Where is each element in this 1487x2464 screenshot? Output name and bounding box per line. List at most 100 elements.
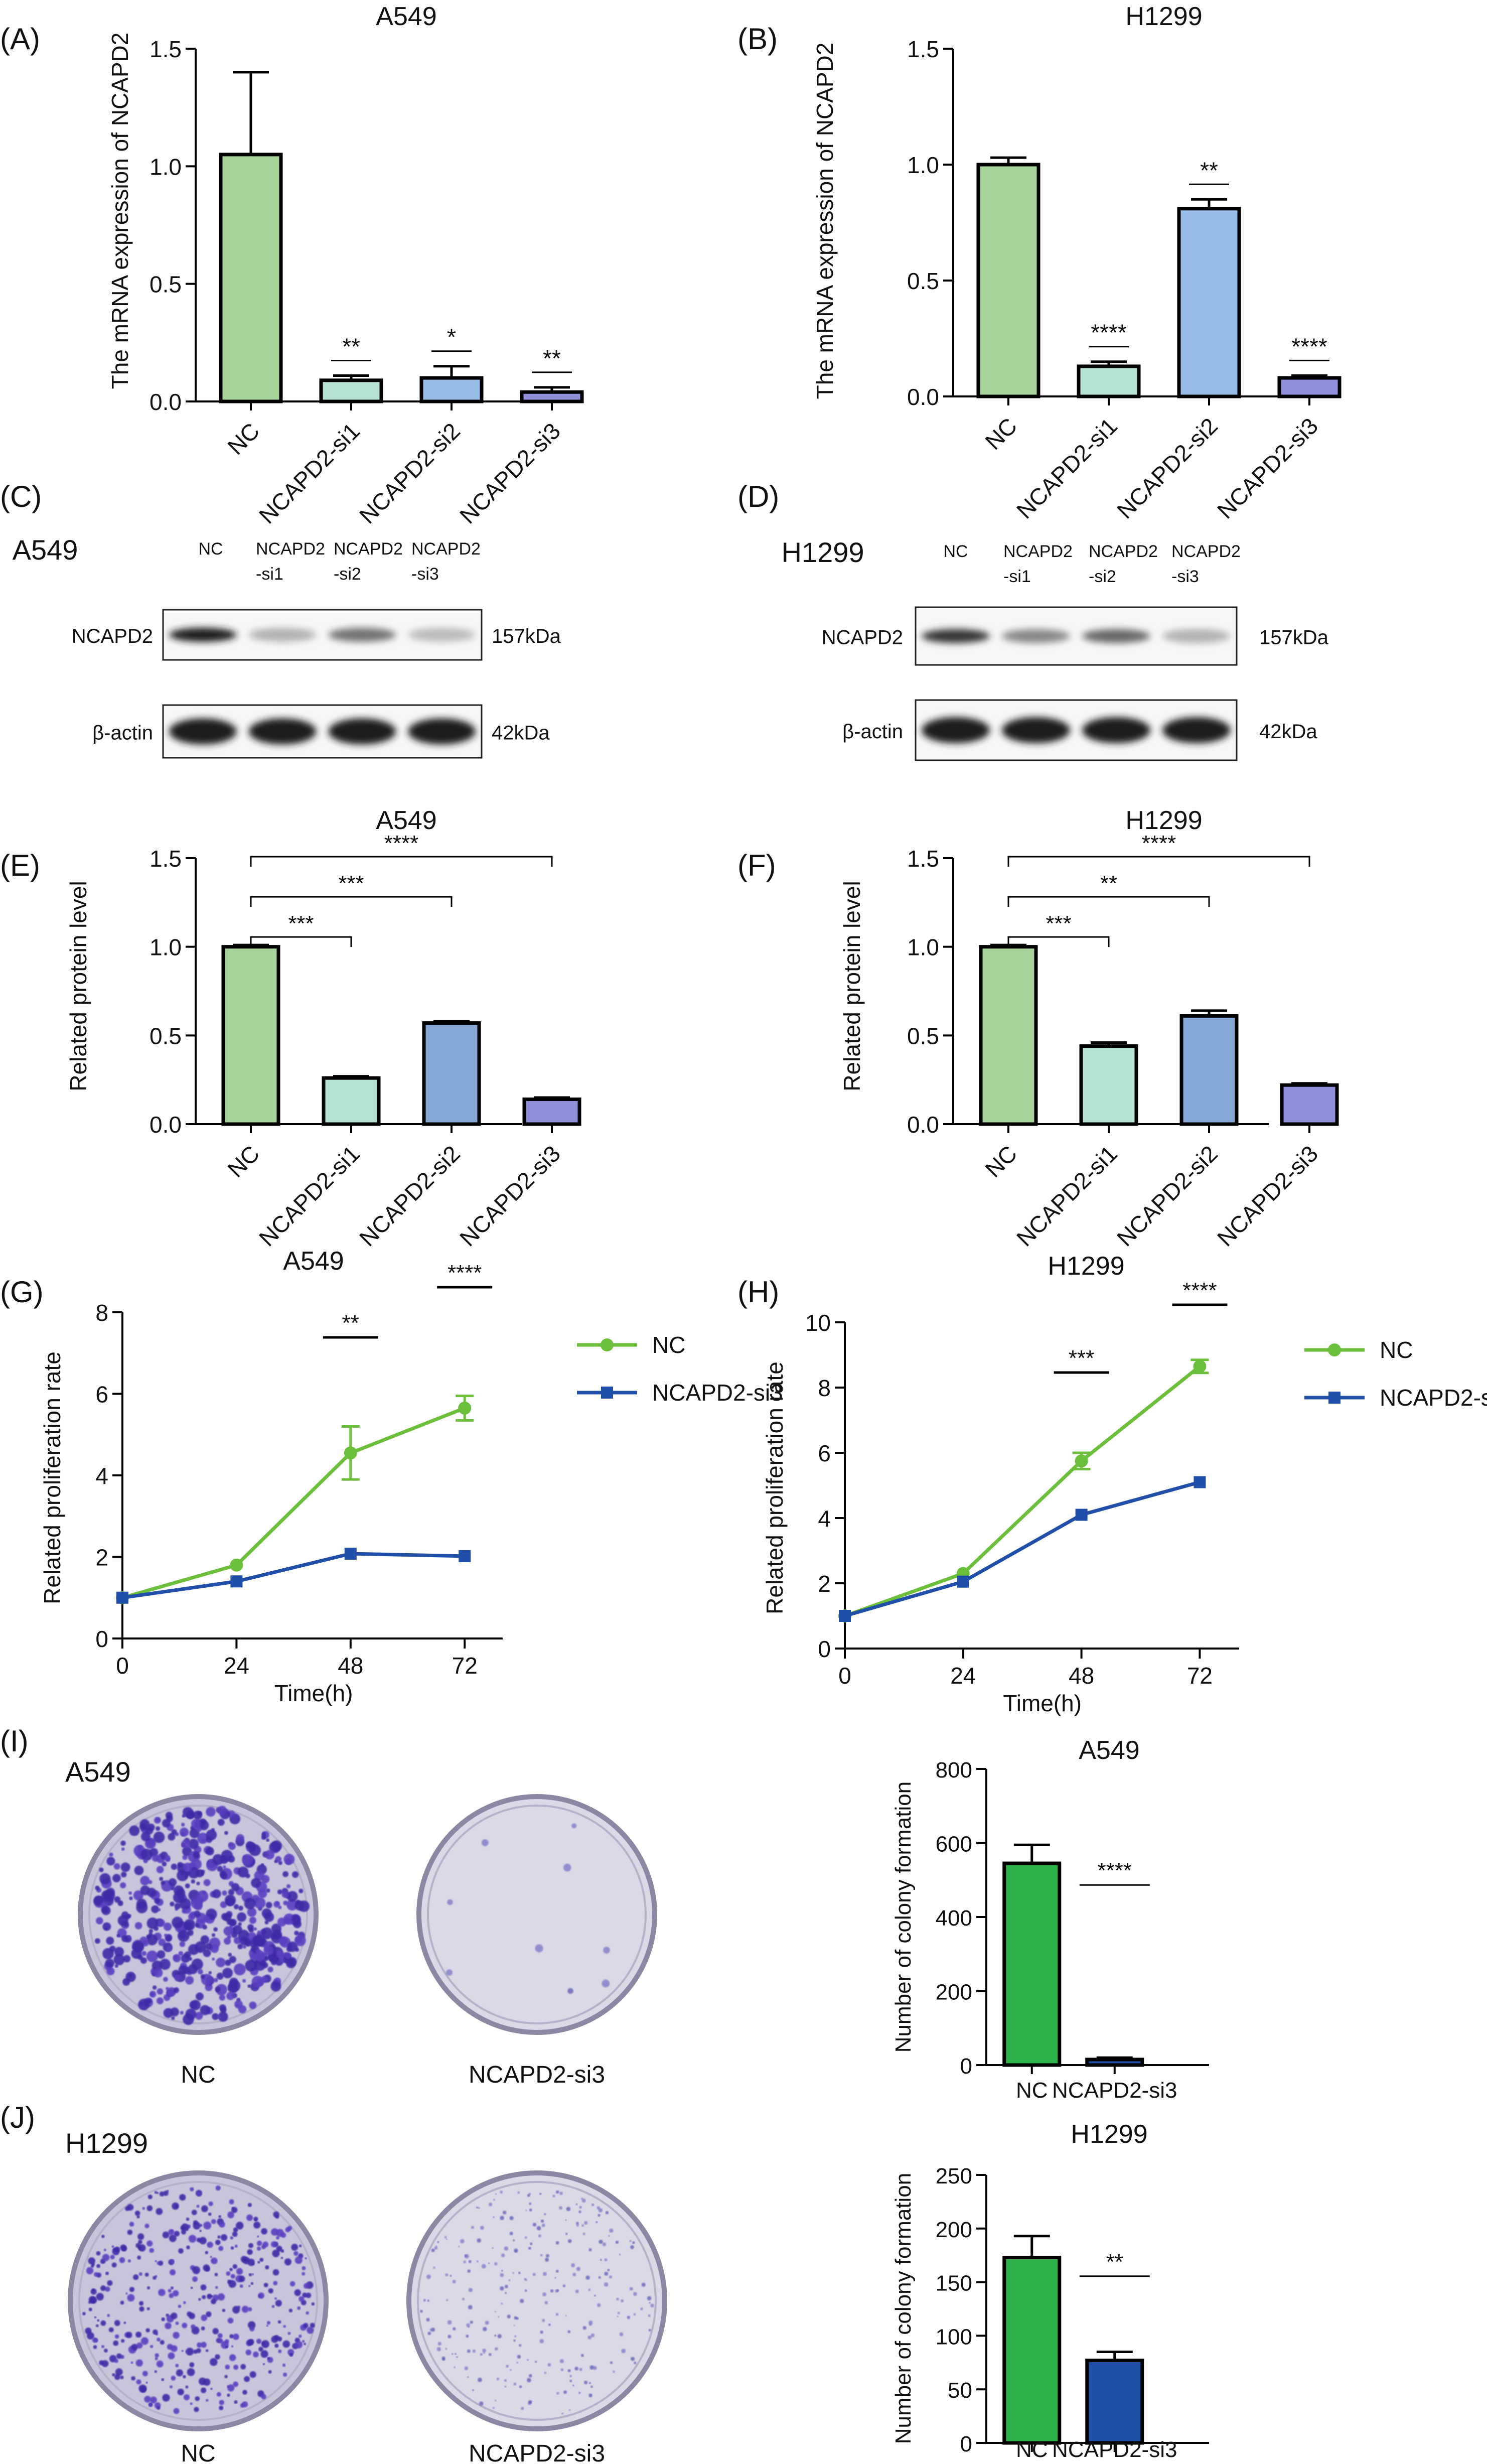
colony-plate: NC	[78, 1794, 319, 2088]
bar-NCAPD2-si1	[1077, 364, 1141, 398]
colony	[304, 2283, 309, 2289]
y-tick-label: 1.5	[150, 846, 182, 872]
x-tick-label: 48	[338, 1653, 363, 1679]
colony	[200, 2224, 203, 2227]
plate-label: NC	[181, 2440, 215, 2464]
colony	[108, 2327, 114, 2333]
colony	[437, 2241, 439, 2243]
colony	[232, 2305, 240, 2314]
band	[328, 718, 396, 745]
colony	[112, 2248, 116, 2251]
colony	[253, 1927, 257, 1931]
colony	[219, 1870, 227, 1877]
colony	[496, 2377, 500, 2381]
colony	[604, 2282, 609, 2287]
y-axis-label: The mRNA expression of NCAPD2	[812, 43, 838, 399]
colony	[209, 2358, 218, 2366]
colony	[248, 2243, 254, 2248]
y-tick-label: 4	[818, 1505, 831, 1532]
colony	[158, 1939, 166, 1946]
colony	[218, 2246, 224, 2251]
colony	[446, 1969, 453, 1976]
colony	[477, 2377, 482, 2382]
colony	[253, 1959, 266, 1971]
lane-label-line: NC	[943, 542, 968, 561]
colony	[237, 1912, 247, 1922]
colony	[230, 2246, 234, 2250]
colony	[433, 2266, 435, 2269]
colony	[141, 1951, 147, 1956]
colony	[177, 1930, 190, 1942]
colony	[447, 1899, 453, 1905]
colony	[263, 2282, 268, 2287]
colony	[567, 1988, 573, 1994]
colony	[202, 1925, 207, 1930]
colony	[648, 2314, 651, 2317]
y-tick-label: 2	[818, 1571, 831, 1597]
colony	[426, 2317, 430, 2322]
colony	[581, 2224, 584, 2227]
colony	[258, 2347, 263, 2352]
colony	[191, 1819, 201, 1829]
colony	[470, 2320, 473, 2324]
sig-stars: **	[543, 345, 561, 371]
bar-NCAPD2-si3	[520, 390, 584, 403]
colony	[212, 1889, 221, 1898]
colony	[448, 2335, 452, 2339]
colony	[162, 1819, 171, 1828]
colony	[226, 1911, 233, 1918]
colony	[281, 1891, 289, 1898]
colony	[571, 2263, 575, 2268]
colony	[535, 1944, 543, 1953]
colony	[146, 2286, 151, 2290]
colony	[156, 1866, 164, 1873]
colony	[445, 2348, 448, 2350]
colony	[478, 2207, 480, 2209]
colony	[199, 2230, 202, 2233]
colony	[580, 2354, 584, 2357]
colony	[173, 2408, 180, 2414]
bar-NCAPD2-si2	[422, 1021, 481, 1126]
lane-label: NCAPD2 -si3	[1171, 542, 1241, 586]
colony	[233, 2364, 239, 2370]
colony	[212, 1854, 224, 1865]
colony	[488, 2262, 490, 2264]
y-tick-label: 4	[95, 1463, 108, 1489]
y-axis-label: Number of colony formation	[891, 1782, 916, 2052]
colony	[200, 1822, 205, 1827]
colony	[272, 1929, 282, 1940]
colony	[206, 2311, 212, 2317]
colony	[143, 1858, 148, 1863]
colony	[175, 2364, 179, 2368]
colony	[228, 2280, 236, 2288]
colony	[456, 2356, 458, 2358]
colony	[216, 1972, 224, 1980]
colony	[195, 1869, 204, 1878]
colony	[229, 2268, 233, 2271]
colony	[225, 2346, 228, 2349]
colony	[256, 2240, 262, 2246]
colony	[212, 1957, 215, 1961]
colony	[501, 2270, 503, 2272]
colony	[501, 2253, 505, 2258]
y-tick-label: 600	[936, 1832, 972, 1857]
colony	[249, 2371, 256, 2378]
chart-G: (G) A549 Related proliferation rate Time(h)…	[0, 1247, 783, 1706]
sig-bracket	[1007, 936, 1110, 947]
x-tick-label: NC	[222, 418, 264, 460]
colony	[242, 1854, 253, 1866]
band	[169, 628, 237, 642]
colony	[129, 2222, 134, 2227]
colony	[190, 2402, 193, 2405]
colony	[302, 2340, 305, 2343]
colony	[186, 2245, 190, 2250]
colony	[173, 2332, 180, 2339]
colony	[181, 1840, 190, 1849]
colony	[452, 2353, 454, 2355]
colony	[174, 1902, 181, 1909]
colony	[185, 2385, 189, 2389]
colony	[476, 2260, 479, 2263]
colony	[613, 2370, 615, 2373]
colony	[120, 2300, 124, 2305]
colony	[249, 1917, 257, 1924]
